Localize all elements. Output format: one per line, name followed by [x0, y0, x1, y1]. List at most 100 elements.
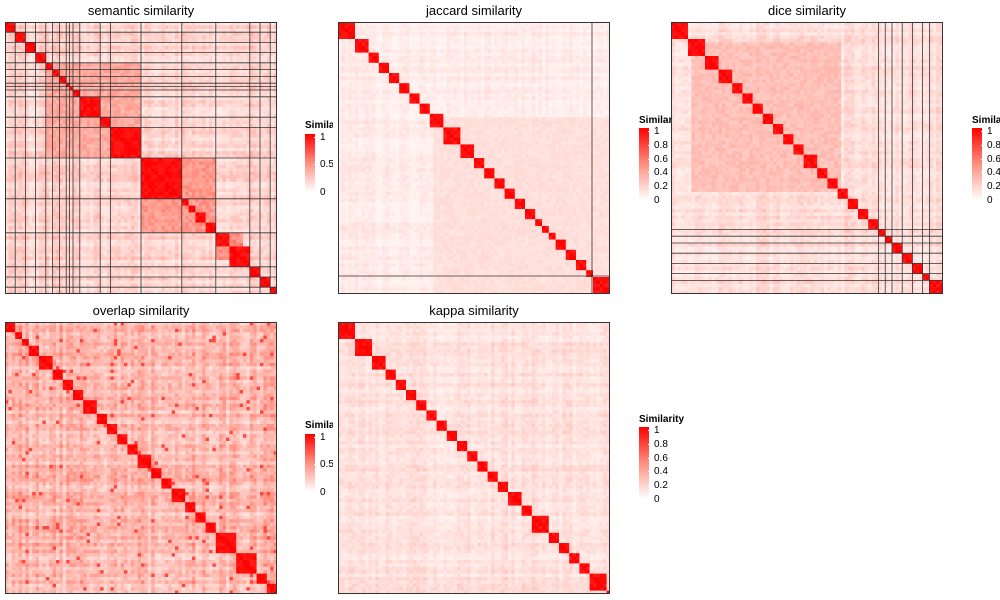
heatmap-cell [158, 127, 162, 132]
heatmap-cell [117, 185, 121, 189]
heatmap-cell [59, 205, 64, 210]
heatmap-cell [42, 79, 47, 84]
heatmap-cell [35, 154, 40, 159]
heatmap-cell [215, 22, 220, 26]
heatmap-cell [103, 52, 108, 57]
heatmap-cell [107, 56, 111, 60]
heatmap-cell [144, 120, 149, 125]
heatmap-cell [195, 32, 200, 36]
heatmap-cell [90, 59, 94, 64]
heatmap-cell [222, 56, 227, 60]
heatmap-cell [100, 83, 104, 87]
heatmap-cell [130, 52, 135, 57]
heatmap-cell [52, 198, 57, 203]
heatmap-cell [66, 222, 70, 227]
heatmap-cell [144, 32, 149, 36]
heatmap-cell [185, 161, 189, 166]
heatmap-cell [219, 137, 223, 142]
heatmap-cell [205, 103, 210, 108]
heatmap-cell [52, 52, 57, 57]
heatmap-cell [49, 219, 53, 223]
heatmap-cell [39, 22, 43, 26]
heatmap-cell [22, 219, 26, 223]
heatmap-cell [62, 83, 67, 87]
heatmap-cell [52, 73, 57, 77]
heatmap-cell [127, 212, 132, 217]
heatmap-cell [18, 83, 23, 87]
heatmap-cell [232, 219, 237, 223]
heatmap-cell [249, 222, 254, 227]
heatmap-cell [236, 42, 240, 47]
heatmap-cell [107, 76, 111, 81]
heatmap-cell [73, 226, 77, 230]
heatmap-cell [141, 103, 145, 108]
heatmap-cell [215, 175, 220, 179]
heatmap-cell [195, 209, 200, 213]
heatmap-cell [209, 100, 213, 104]
heatmap-cell [11, 175, 16, 179]
heatmap-cell [256, 49, 261, 53]
heatmap-cell [175, 86, 179, 91]
heatmap-cell [171, 171, 176, 176]
heatmap-cell [263, 73, 268, 77]
heatmap-cell [226, 69, 230, 74]
heatmap-cell [273, 39, 277, 43]
heatmap-cell [134, 25, 138, 30]
heatmap-cell [270, 147, 274, 152]
heatmap-cell [205, 209, 210, 213]
heatmap-cell [209, 52, 213, 57]
heatmap-cell [45, 86, 50, 91]
heatmap-cell [192, 192, 196, 196]
heatmap-cell [158, 161, 162, 166]
heatmap-cell [185, 151, 189, 155]
heatmap-cell [25, 35, 30, 40]
heatmap-cell [134, 73, 138, 77]
heatmap-cell [66, 175, 70, 179]
heatmap-cell [35, 124, 40, 128]
heatmap-cell [15, 100, 19, 104]
heatmap-cell [32, 205, 36, 210]
heatmap-cell [76, 56, 81, 60]
heatmap-cell [249, 215, 254, 220]
heatmap-cell [52, 22, 57, 26]
heatmap-cell [62, 202, 67, 206]
heatmap-cell [56, 76, 60, 81]
heatmap-cell [134, 42, 138, 47]
heatmap-cell [232, 185, 237, 189]
heatmap-cell [266, 154, 271, 159]
heatmap-cell [212, 141, 217, 145]
heatmap-cell [137, 141, 142, 145]
heatmap-cell [205, 32, 210, 36]
heatmap-cell [15, 28, 19, 33]
heatmap-cell [151, 107, 155, 111]
heatmap-cell [260, 86, 264, 91]
heatmap-cell [83, 76, 87, 81]
heatmap-cell [56, 25, 60, 30]
heatmap-cell [232, 96, 237, 101]
heatmap-cell [28, 117, 33, 121]
heatmap-cell [154, 151, 159, 155]
heatmap-cell [103, 232, 108, 237]
heatmap-cell [110, 195, 115, 200]
heatmap-cell [263, 202, 268, 206]
heatmap-cell [246, 130, 251, 135]
heatmap-cell [45, 161, 50, 166]
heatmap-cell [266, 151, 271, 155]
heatmap-cell [69, 113, 74, 118]
heatmap-cell [117, 86, 121, 91]
heatmap-cell [76, 171, 81, 176]
heatmap-cell [219, 124, 223, 128]
heatmap-cell [56, 168, 60, 172]
heatmap-cell [56, 22, 60, 26]
heatmap-cell [107, 185, 111, 189]
heatmap-cell [253, 73, 257, 77]
heatmap-cell [32, 25, 36, 30]
heatmap-cell [232, 69, 237, 74]
heatmap-cell [263, 110, 268, 115]
heatmap-cell [76, 62, 81, 67]
heatmap-cell [164, 226, 169, 230]
heatmap-cell [141, 127, 145, 132]
heatmap-cell [192, 212, 196, 217]
heatmap-cell [134, 226, 138, 230]
heatmap-cell [178, 83, 183, 87]
